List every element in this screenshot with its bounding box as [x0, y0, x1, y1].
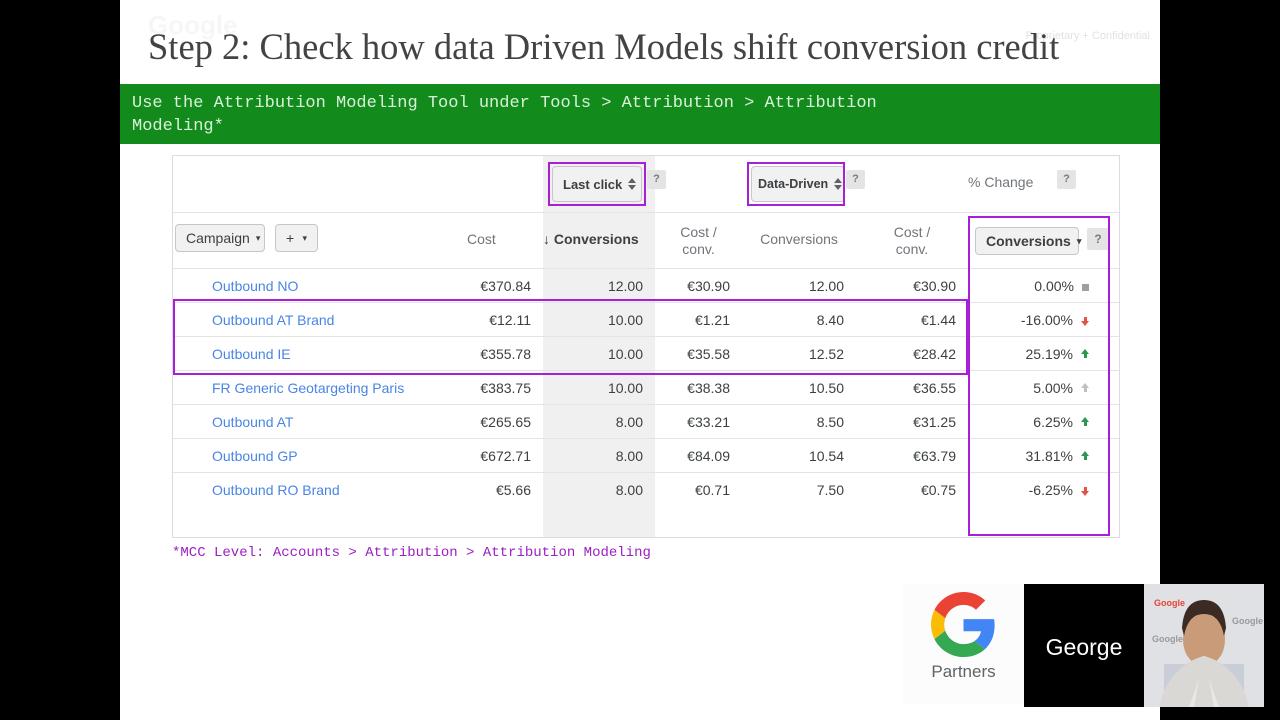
svg-text:Google: Google	[1232, 616, 1263, 626]
svg-text:Google: Google	[1154, 598, 1185, 608]
svg-text:Google: Google	[1152, 634, 1183, 644]
